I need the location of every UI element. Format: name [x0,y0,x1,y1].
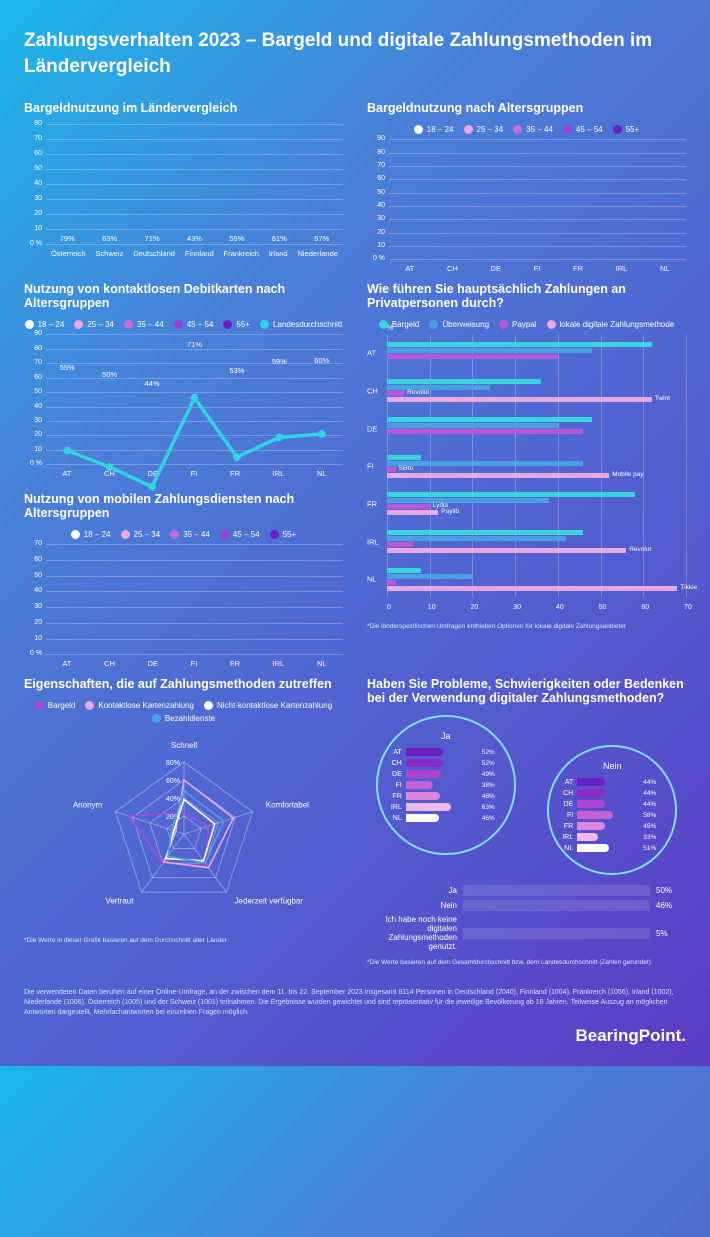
props-legend: BargeldKontaktlose KartenzahlungNicht-ko… [24,701,343,723]
svg-text:Komfortabel: Komfortabel [265,801,308,810]
chart3: 0 %102030405060708090ATCHDEFIFRIRLNL55%5… [24,335,343,465]
svg-text:Anonym: Anonym [72,801,102,810]
chart3-title: Nutzung von kontaktlosen Debitkarten nac… [24,282,343,310]
chart4-title: Nutzung von mobilen Zahlungsdiensten nac… [24,492,343,520]
concerns-note: *Die Werte basieren auf dem Gesamtdurchs… [367,959,686,966]
chart2: 0 %102030405060708090ATCHDEFIFRIRLNL [367,140,686,260]
chart2-title: Bargeldnutzung nach Altersgruppen [367,101,686,115]
bubble-ja: JaAT52%CH52%DE49%FI38%FR48%IRL63%NL46% [376,715,516,855]
svg-text:60%: 60% [165,778,179,785]
svg-text:Vertraut: Vertraut [105,897,134,906]
concerns-title: Haben Sie Probleme, Schwierigkeiten oder… [367,677,686,705]
svg-text:80%: 80% [165,760,179,767]
svg-text:Schnell: Schnell [170,741,196,750]
p2p-legend: BargeldÜberweisungPaypallokale digitale … [367,320,686,329]
brand-logo: BearingPoint. [24,1026,686,1046]
chart4: 0 %10203040506070ATCHDEFIFRIRLNL [24,545,343,655]
chart4-legend: 18 – 2425 – 3435 – 4445 – 5455+ [24,530,343,539]
chart1-title: Bargeldnutzung im Ländervergleich [24,101,343,115]
footer-text: Die verwendeten Daten beruhen auf einer … [24,988,686,1017]
p2p-chart: 010203040506070%ATCHRevolutTwintDEFISiir… [367,335,686,615]
svg-text:40%: 40% [165,796,179,803]
bubble-nein: NeinAT44%CH44%DE44%FI58%FR45%IRL33%NL51% [547,745,677,875]
chart3-legend: 18 – 2425 – 3435 – 4445 – 5455+Landesdur… [24,320,343,329]
concerns-answers: Ja50%Nein46%Ich habe noch keine digitale… [367,885,686,951]
props-note: *Die Werte in dieser Grafik basieren auf… [24,937,343,944]
chart2-legend: 18 – 2425 – 3435 – 4445 – 5455+ [367,125,686,134]
svg-text:Jederzeit verfügbar: Jederzeit verfügbar [234,897,303,906]
p2p-title: Wie führen Sie hauptsächlich Zahlungen a… [367,282,686,310]
page-title: Zahlungsverhalten 2023 – Bargeld und dig… [24,28,686,79]
radar-chart: 20%40%60%80%SchnellKomfortabelJederzeit … [34,729,334,929]
props-title: Eigenschaften, die auf Zahlungsmethoden … [24,677,343,691]
chart1: 0 %102030405060708079%63%71%43%55%61%57%… [24,125,343,245]
